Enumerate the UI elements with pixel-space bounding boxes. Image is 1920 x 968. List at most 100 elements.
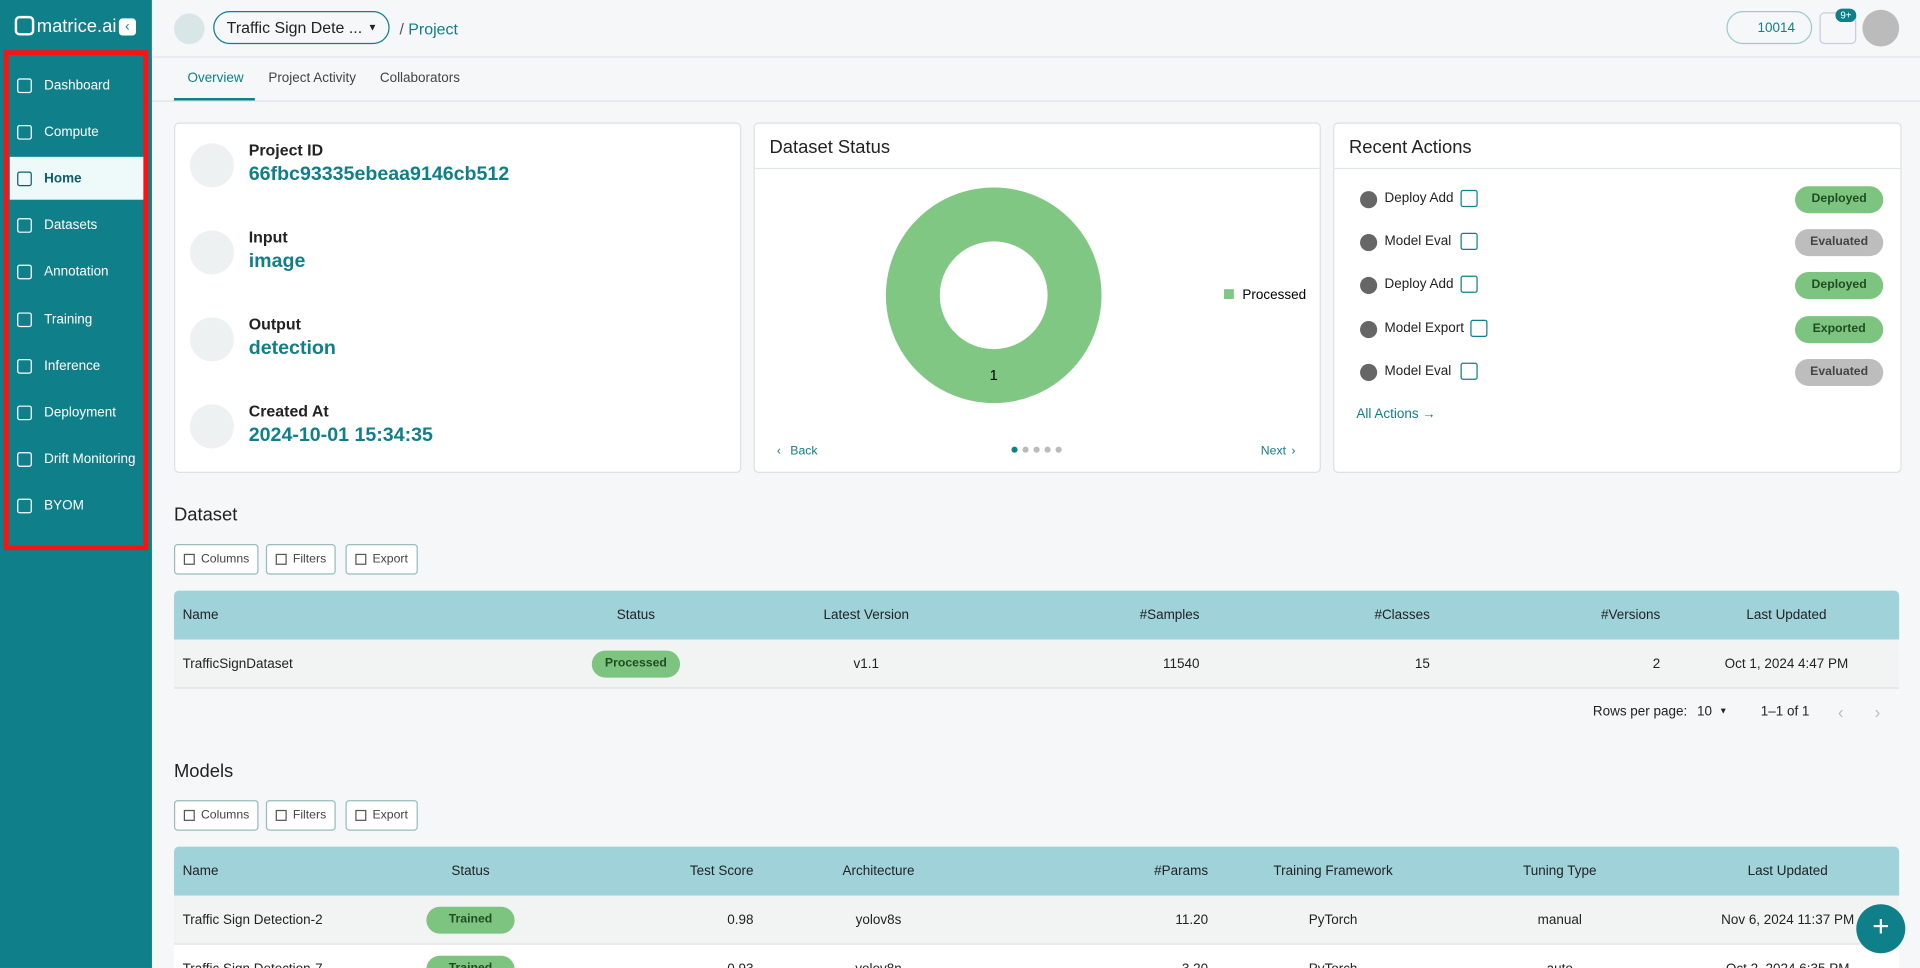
table-cell: v1.1 <box>853 656 880 672</box>
menu-icon <box>17 124 32 140</box>
toolbar-button[interactable]: Filters <box>265 800 337 831</box>
column-header[interactable]: Training Framework <box>1273 863 1393 879</box>
status-chip: Deployed <box>1795 186 1884 214</box>
menu-item[interactable]: Inference <box>10 345 144 388</box>
action-name: Model Eval <box>1384 363 1452 379</box>
open-link[interactable] <box>1460 189 1478 208</box>
avatar[interactable] <box>1862 9 1900 47</box>
project-select-text: Traffic Sign Dete ... <box>226 18 363 37</box>
next-button[interactable]: Next <box>1261 444 1287 458</box>
open-link[interactable] <box>1460 233 1478 251</box>
page-dot[interactable] <box>1055 446 1062 453</box>
menu-item[interactable]: Annotation <box>10 251 144 294</box>
button-label: Filters <box>292 552 327 567</box>
menu-item[interactable]: Datasets <box>10 204 144 247</box>
column-header[interactable]: Last Updated <box>1747 863 1828 879</box>
column-header[interactable]: Status <box>616 607 656 623</box>
info-label: Created At <box>248 401 329 421</box>
menu-item[interactable]: BYOM <box>10 485 144 528</box>
project-icon <box>173 13 205 45</box>
column-header[interactable]: Test Score <box>689 863 754 879</box>
menu-item[interactable]: Drift Monitoring <box>10 438 144 481</box>
table-cell: PyTorch <box>1309 962 1358 968</box>
column-header[interactable]: Name <box>182 607 219 623</box>
tab[interactable]: Project Activity <box>268 71 356 86</box>
column-header[interactable]: #Versions <box>1601 607 1661 623</box>
table-cell: manual <box>1537 912 1582 928</box>
info-icon <box>1360 191 1378 209</box>
button-icon <box>355 809 367 821</box>
info-icon <box>189 404 235 449</box>
info-label: Output <box>248 314 301 334</box>
collapse-button[interactable]: ‹ <box>118 18 137 36</box>
all-actions-link[interactable]: All Actions → <box>1356 406 1436 422</box>
page-dot[interactable] <box>1022 446 1029 453</box>
column-header[interactable]: Tuning Type <box>1523 863 1597 879</box>
project-select[interactable]: Traffic Sign Dete ... ▼ <box>213 11 390 45</box>
toolbar-button[interactable]: Export <box>345 800 418 831</box>
open-link[interactable] <box>1470 319 1488 337</box>
column-header[interactable]: Architecture <box>842 863 915 879</box>
table-cell: 0.98 <box>727 912 754 928</box>
page-dot[interactable] <box>1044 446 1051 453</box>
logo-icon <box>14 15 35 36</box>
info-card: Project ID 66fbc93335ebeaa9146cb512 Input i… <box>173 122 742 473</box>
info-value: 66fbc93335ebeaa9146cb512 <box>248 164 510 186</box>
breadcrumb-sep: / Project <box>399 19 458 38</box>
toolbar-button[interactable]: Columns <box>173 800 260 831</box>
status-chip: Exported <box>1795 315 1884 343</box>
card-title: Dataset Status <box>769 137 891 159</box>
fab-add[interactable]: + <box>1856 904 1906 954</box>
column-header[interactable]: #Params <box>1154 863 1209 879</box>
dropdown-arrow: ▼ <box>1719 707 1728 717</box>
highlight-box <box>3 50 149 551</box>
column-header[interactable]: Status <box>451 863 490 879</box>
credits[interactable]: 10014 <box>1726 11 1813 45</box>
menu-item[interactable]: Deployment <box>10 391 144 434</box>
notification-badge: 9+ <box>1835 8 1857 23</box>
menu-item[interactable]: Compute <box>10 111 144 154</box>
rows-per-page-select[interactable]: 10 <box>1696 704 1713 720</box>
column-header[interactable]: Name <box>182 863 219 879</box>
breadcrumb[interactable]: Project <box>408 19 458 38</box>
menu-label: Dashboard <box>44 77 111 93</box>
column-header[interactable]: Last Updated <box>1746 607 1827 623</box>
button-label: Export <box>372 552 408 567</box>
prev-page[interactable]: ‹ <box>1837 702 1844 722</box>
column-header[interactable]: Latest Version <box>823 607 909 623</box>
info-value: 2024-10-01 15:34:35 <box>248 425 433 446</box>
menu-item[interactable]: Training <box>10 298 144 341</box>
button-icon <box>275 809 287 821</box>
column-header[interactable]: #Samples <box>1139 607 1200 623</box>
status-chip: Evaluated <box>1795 358 1884 386</box>
table-cell: 11540 <box>1163 656 1200 672</box>
table-cell: 11.20 <box>1175 912 1209 928</box>
toolbar-button[interactable]: Filters <box>265 544 337 575</box>
back-button[interactable]: Back <box>790 444 818 458</box>
section-title: Models <box>173 760 234 782</box>
toolbar-button[interactable]: Export <box>345 544 418 575</box>
table-cell: Traffic Sign Detection-2 <box>182 912 323 928</box>
page-dot[interactable] <box>1033 446 1040 453</box>
page-dot[interactable] <box>1011 446 1018 453</box>
table-cell: 0.93 <box>727 962 753 968</box>
table-header <box>173 846 1900 896</box>
open-link[interactable] <box>1460 276 1478 294</box>
menu-label: Annotation <box>44 265 109 280</box>
toolbar-button[interactable]: Columns <box>173 544 260 575</box>
column-header[interactable]: #Classes <box>1374 607 1430 623</box>
table-cell: Nov 6, 2024 11:37 PM <box>1721 912 1855 928</box>
table-cell: yolov8s <box>855 912 902 928</box>
open-link[interactable] <box>1460 362 1478 380</box>
menu-item[interactable]: Dashboard <box>10 64 144 107</box>
action-name: Deploy Add <box>1384 277 1454 293</box>
button-label: Columns <box>200 552 250 567</box>
next-page[interactable]: › <box>1874 702 1881 722</box>
button-icon <box>355 553 367 565</box>
menu-item[interactable]: Home <box>9 157 144 201</box>
tab[interactable]: Collaborators <box>379 71 460 86</box>
info-icon <box>1360 277 1378 295</box>
tab[interactable]: Overview <box>187 71 244 86</box>
divider <box>1334 167 1901 170</box>
